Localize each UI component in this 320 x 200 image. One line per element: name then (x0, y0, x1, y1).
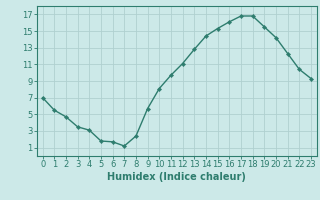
X-axis label: Humidex (Indice chaleur): Humidex (Indice chaleur) (108, 172, 246, 182)
